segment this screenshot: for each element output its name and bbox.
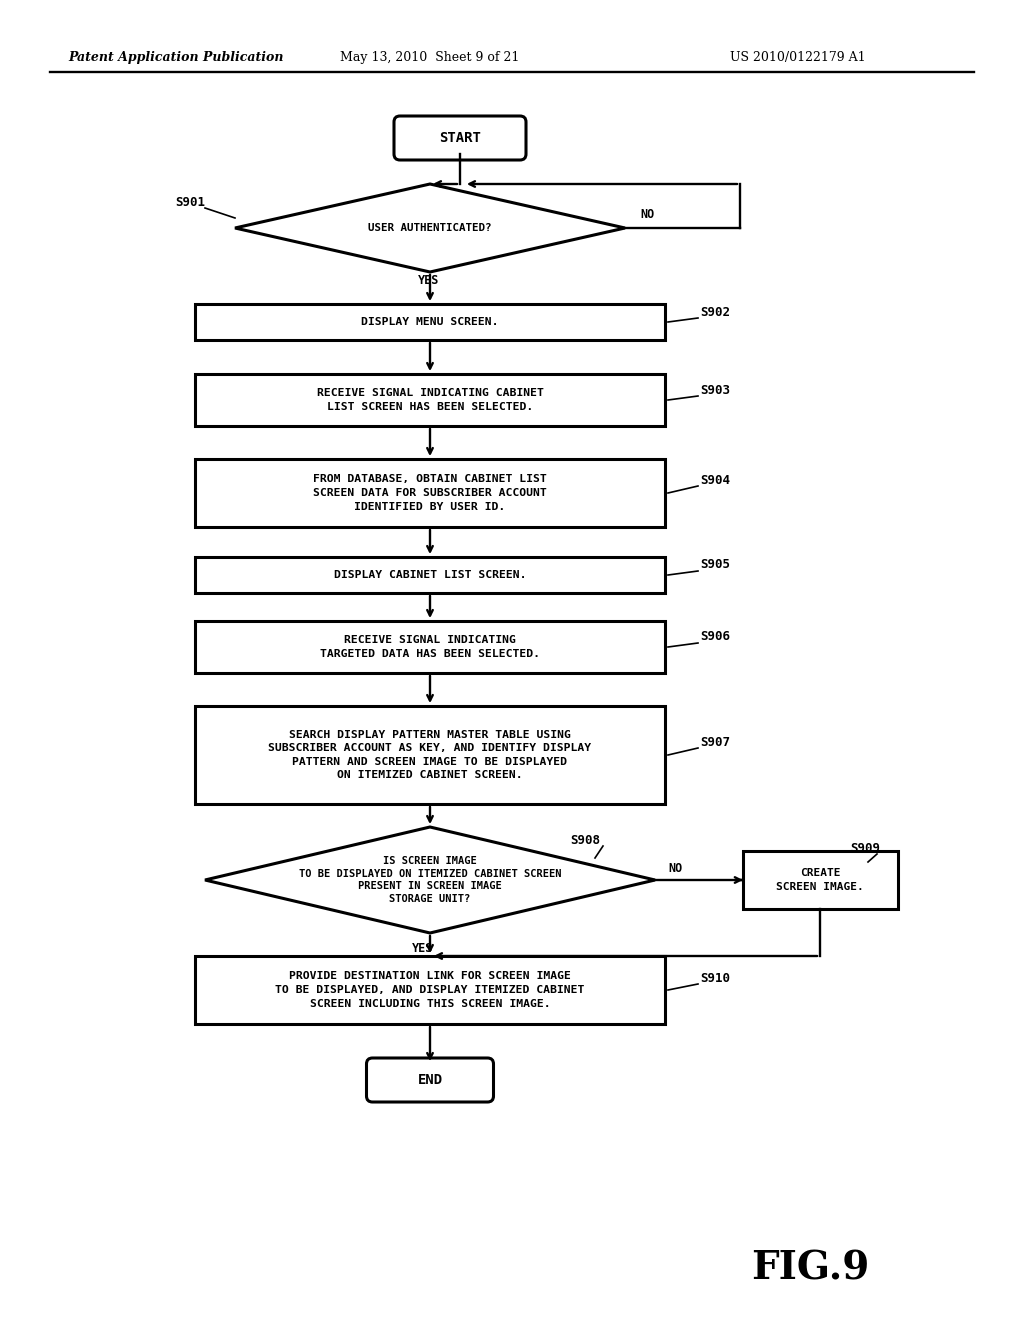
Text: DISPLAY MENU SCREEN.: DISPLAY MENU SCREEN. xyxy=(361,317,499,327)
Text: S908: S908 xyxy=(570,833,600,846)
Text: FROM DATABASE, OBTAIN CABINET LIST
SCREEN DATA FOR SUBSCRIBER ACCOUNT
IDENTIFIED: FROM DATABASE, OBTAIN CABINET LIST SCREE… xyxy=(313,474,547,512)
FancyBboxPatch shape xyxy=(367,1059,494,1102)
Text: Patent Application Publication: Patent Application Publication xyxy=(68,51,284,65)
Text: YES: YES xyxy=(412,942,433,954)
Text: FIG.9: FIG.9 xyxy=(751,1249,869,1287)
Polygon shape xyxy=(205,828,655,933)
Text: May 13, 2010  Sheet 9 of 21: May 13, 2010 Sheet 9 of 21 xyxy=(340,51,520,65)
FancyBboxPatch shape xyxy=(394,116,526,160)
Text: NO: NO xyxy=(640,209,654,220)
Bar xyxy=(195,706,665,804)
Text: S903: S903 xyxy=(700,384,730,396)
Text: PROVIDE DESTINATION LINK FOR SCREEN IMAGE
TO BE DISPLAYED, AND DISPLAY ITEMIZED : PROVIDE DESTINATION LINK FOR SCREEN IMAG… xyxy=(275,972,585,1008)
Text: START: START xyxy=(439,131,481,145)
Text: DISPLAY CABINET LIST SCREEN.: DISPLAY CABINET LIST SCREEN. xyxy=(334,570,526,579)
Text: S909: S909 xyxy=(850,842,880,854)
Text: S902: S902 xyxy=(700,305,730,318)
Text: S904: S904 xyxy=(700,474,730,487)
Polygon shape xyxy=(234,183,625,272)
Bar xyxy=(195,557,665,593)
Text: US 2010/0122179 A1: US 2010/0122179 A1 xyxy=(730,51,865,65)
Bar xyxy=(195,956,665,1024)
Bar xyxy=(195,304,665,341)
Text: CREATE
SCREEN IMAGE.: CREATE SCREEN IMAGE. xyxy=(776,869,864,892)
Text: S901: S901 xyxy=(175,195,205,209)
Bar xyxy=(195,620,665,673)
Text: END: END xyxy=(418,1073,442,1086)
Text: SEARCH DISPLAY PATTERN MASTER TABLE USING
SUBSCRIBER ACCOUNT AS KEY, AND IDENTIF: SEARCH DISPLAY PATTERN MASTER TABLE USIN… xyxy=(268,730,592,780)
Bar xyxy=(195,459,665,527)
Text: IS SCREEN IMAGE
TO BE DISPLAYED ON ITEMIZED CABINET SCREEN
PRESENT IN SCREEN IMA: IS SCREEN IMAGE TO BE DISPLAYED ON ITEMI… xyxy=(299,855,561,904)
Bar xyxy=(195,374,665,426)
Text: S906: S906 xyxy=(700,631,730,644)
Text: S910: S910 xyxy=(700,972,730,985)
Text: RECEIVE SIGNAL INDICATING CABINET
LIST SCREEN HAS BEEN SELECTED.: RECEIVE SIGNAL INDICATING CABINET LIST S… xyxy=(316,388,544,412)
Text: S907: S907 xyxy=(700,735,730,748)
Bar xyxy=(742,851,897,909)
Text: S905: S905 xyxy=(700,558,730,572)
Text: USER AUTHENTICATED?: USER AUTHENTICATED? xyxy=(369,223,492,234)
Text: RECEIVE SIGNAL INDICATING
TARGETED DATA HAS BEEN SELECTED.: RECEIVE SIGNAL INDICATING TARGETED DATA … xyxy=(319,635,540,659)
Text: NO: NO xyxy=(668,862,682,875)
Text: YES: YES xyxy=(418,275,439,286)
